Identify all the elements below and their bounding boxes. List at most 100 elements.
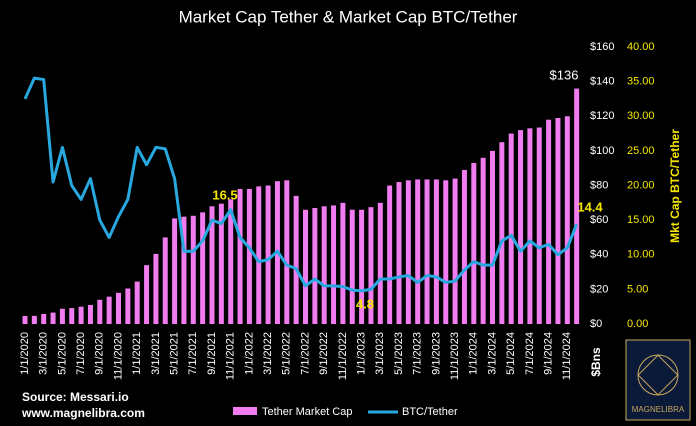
bar [312,208,318,324]
y-tick-label: $60 [590,214,608,226]
bar [518,130,524,324]
bar [181,216,187,324]
bar [237,188,243,324]
bar [41,313,47,324]
bar [433,179,439,324]
bar [125,288,131,324]
x-tick-label: 11/1/2021 [225,332,237,380]
annotation: 4.8 [356,296,374,311]
x-tick-label: 1/1/2023 [356,332,368,375]
bar [564,116,570,324]
bar [555,117,561,324]
bar [331,205,337,324]
logo: MAGNELIBRA [625,339,691,421]
legend-swatch [233,407,257,415]
annotation: $136 [550,67,579,82]
x-tick-label: 5/1/2020 [56,332,68,375]
bar [78,306,84,324]
y2-tick-label: 25.00 [627,145,655,157]
line [23,76,579,293]
y-tick-label: $160 [590,41,614,53]
bar [368,207,374,324]
x-tick-label: 11/1/2020 [112,332,124,380]
bar [377,202,383,324]
x-tick-label: 7/1/2024 [524,332,536,375]
x-tick-label: 3/1/2021 [150,332,162,375]
y-tick-label: $20 [590,283,608,295]
bar [443,180,449,324]
x-tick-label: 1/1/2020 [19,332,31,375]
x-tick-label: 7/1/2020 [75,332,87,375]
bar [172,218,178,324]
bar [200,212,206,324]
x-tick-label: 5/1/2024 [505,332,517,375]
bar [59,308,65,324]
bar [228,199,234,324]
y2-tick-label: 20.00 [627,179,655,191]
logo-box [625,339,691,421]
x-tick-label: 7/1/2021 [187,332,199,375]
legend-label: BTC/Tether [402,406,458,418]
x-tick-label: 9/1/2023 [430,332,442,375]
y-tick-label: $0 [590,318,602,330]
bar [536,127,542,324]
bar [405,180,411,324]
x-tick-label: 9/1/2022 [318,332,330,375]
x-tick-label: 9/1/2024 [543,332,555,375]
x-tick-label: 1/1/2021 [131,332,143,375]
bar [387,185,393,324]
bar [162,237,168,324]
y2-axis-title: Mkt Cap BTC/Tether [668,129,682,243]
bar [508,133,514,324]
bar [209,206,215,324]
bar [415,179,421,324]
bar [396,182,402,324]
y-tick-label: $40 [590,249,608,261]
bar [359,209,365,324]
bar [480,157,486,324]
bar [293,195,299,324]
bar [452,178,458,324]
x-tick-label: 3/1/2023 [374,332,386,375]
x-tick-label: 5/1/2023 [393,332,405,375]
website: www.magnelibra.com [21,406,145,420]
bar [340,202,346,324]
x-tick-label: 9/1/2020 [94,332,106,375]
bar [144,265,150,324]
bar [424,179,430,324]
x-tick-label: 11/1/2024 [561,332,573,380]
bar [321,206,327,324]
bar [265,185,271,324]
bar [87,304,93,324]
bar [97,299,103,324]
x-tick-label: 7/1/2022 [299,332,311,375]
source: Source: Messari.io [22,390,129,404]
x-tick-label: 9/1/2021 [206,332,218,375]
x-tick-label: 1/1/2024 [468,332,480,375]
legend: Tether Market Cap BTC/Tether [233,406,458,418]
y2-tick-label: 15.00 [627,214,655,226]
bar [499,142,505,324]
bar [546,119,552,325]
y-tick-label: $100 [590,145,614,157]
y-tick-label: $120 [590,110,614,122]
logo-text: MAGNELIBRA [632,405,685,414]
y2-tick-label: 10.00 [627,249,655,261]
x-tick-label: 5/1/2022 [281,332,293,375]
annotation: 16.5 [212,187,237,202]
bar [256,186,262,324]
x-tick-label: 3/1/2020 [38,332,50,375]
bar [153,253,159,324]
x-tick-label: 11/1/2023 [449,332,461,380]
logo-diamond [637,354,679,396]
y-tick-label: $80 [590,179,608,191]
bar [461,169,467,324]
chart-title: Market Cap Tether & Market Cap BTC/Tethe… [179,7,518,26]
bar [31,315,37,324]
y2-tick-label: 0.00 [627,318,648,330]
bar [106,296,112,324]
bar [50,312,56,324]
bar [69,308,75,324]
